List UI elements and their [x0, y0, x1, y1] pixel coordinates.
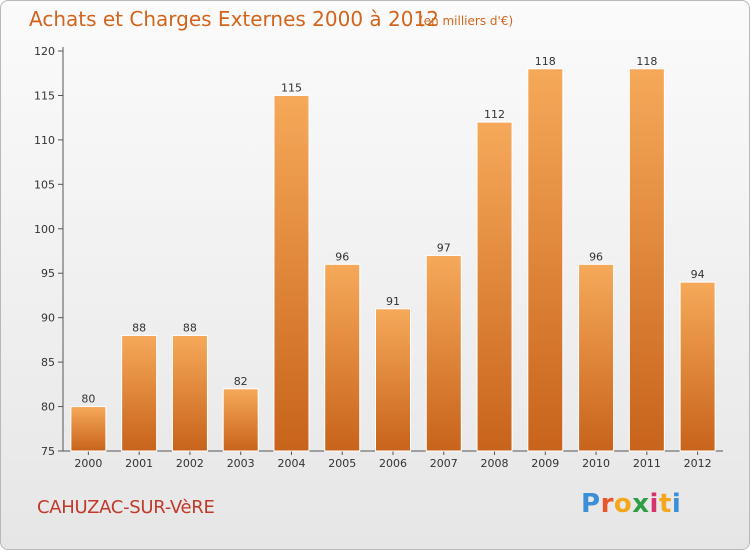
bar-value-label: 91 — [386, 295, 400, 308]
bar-value-label: 96 — [589, 250, 603, 263]
logo-letter: o — [613, 489, 633, 519]
bar — [679, 281, 716, 452]
x-tick-label: 2008 — [481, 457, 509, 470]
chart-subtitle: (en milliers d'€) — [419, 14, 514, 28]
logo-letter: x — [632, 489, 650, 519]
y-tick-label: 100 — [34, 223, 55, 236]
bar — [70, 406, 107, 452]
bar — [527, 68, 564, 452]
chart-title: Achats et Charges Externes 2000 à 2012 — [29, 7, 439, 31]
bar-value-label: 115 — [281, 81, 302, 94]
x-tick-label: 2003 — [227, 457, 255, 470]
y-tick-label: 110 — [34, 134, 55, 147]
bar-value-label: 88 — [183, 321, 197, 334]
y-tick-label: 80 — [41, 401, 55, 414]
logo-letter: r — [600, 489, 614, 519]
bar — [273, 94, 310, 452]
x-tick-label: 2011 — [633, 457, 661, 470]
y-tick-label: 75 — [41, 445, 55, 458]
commune-name: CAHUZAC-SUR-VèRE — [37, 497, 215, 518]
bar — [121, 334, 158, 452]
data-labels: 80 88 88 82 115 96 91 97 112 118 96 118 94 — [81, 55, 704, 406]
x-tick-label: 2007 — [430, 457, 458, 470]
x-tick-label: 2012 — [684, 457, 712, 470]
x-tick-label: 2006 — [379, 457, 407, 470]
bar-value-label: 97 — [437, 241, 451, 254]
x-tick-label: 2005 — [328, 457, 356, 470]
bar — [324, 263, 361, 452]
bar-value-label: 80 — [81, 393, 95, 406]
y-tick-label: 95 — [41, 267, 55, 280]
y-tick-label: 115 — [34, 89, 55, 102]
bar — [375, 308, 411, 452]
bars — [70, 68, 716, 452]
bar-value-label: 94 — [691, 268, 705, 281]
bar-value-label: 88 — [132, 321, 146, 334]
logo-letter: i — [671, 489, 682, 519]
bar-value-label: 96 — [335, 250, 349, 263]
y-tick-label: 85 — [41, 356, 55, 369]
bar-value-label: 112 — [484, 108, 505, 121]
bar — [222, 388, 259, 452]
bar-value-label: 118 — [535, 55, 556, 68]
y-tick-label: 105 — [34, 178, 55, 191]
y-tick-label: 90 — [41, 312, 55, 325]
x-tick-label: 2009 — [531, 457, 559, 470]
bar-value-label: 118 — [636, 55, 657, 68]
bar — [476, 121, 513, 452]
logo-letter: P — [581, 489, 601, 519]
x-tick-label: 2000 — [74, 457, 102, 470]
logo-letter: t — [658, 489, 672, 519]
bar-value-label: 82 — [234, 375, 248, 388]
x-tick-label: 2004 — [277, 457, 305, 470]
bar — [628, 68, 665, 452]
bar — [578, 263, 615, 452]
x-tick-label: 2010 — [582, 457, 610, 470]
logo-letter: i — [649, 489, 659, 519]
x-tick-label: 2002 — [176, 457, 204, 470]
axes: 75 80 85 90 95 100 105 110 115 120 2000 2001 2002 200… — [34, 45, 723, 470]
proxiti-logo: Proxiti — [581, 489, 681, 519]
x-tick-label: 2001 — [125, 457, 153, 470]
y-tick-label: 120 — [34, 45, 55, 58]
bar — [171, 334, 208, 452]
bar — [425, 254, 462, 452]
